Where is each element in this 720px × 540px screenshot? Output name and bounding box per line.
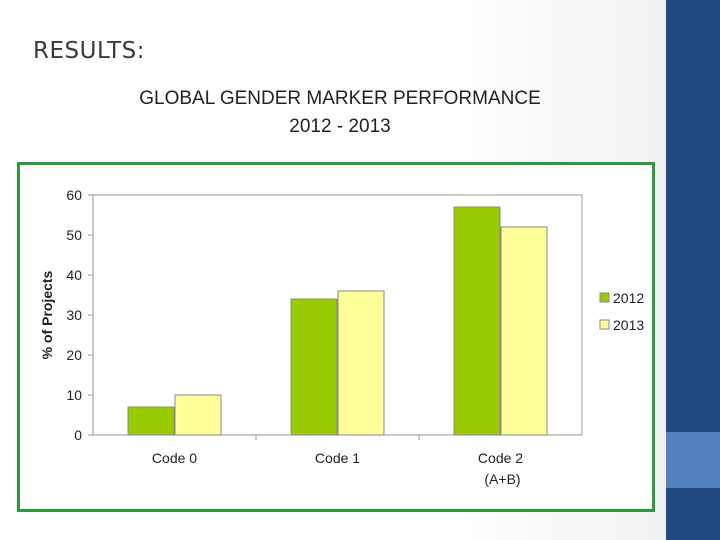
bar-2012-code-0 [127,406,175,436]
slide-heading: RESULTS: [33,38,145,64]
y-tick-label: 50 [66,227,82,243]
chart-title-line1: GLOBAL GENDER MARKER PERFORMANCE [139,88,541,109]
y-axis-title: % of Projects [39,270,55,359]
bar-chart: 0 10 20 30 40 50 60 % of Projects Code 0 Code 1 Co… [39,187,644,487]
labels-layer: 0 10 20 30 40 50 60 % of Projects Code 0 Code 1 Co… [39,187,523,487]
x-tick-label: Code 0 [152,450,197,466]
bars-layer [127,206,548,436]
bar-2013-code-1 [337,290,385,436]
y-tick-label: 0 [74,427,82,443]
legend-swatch-2013 [599,319,610,330]
chart-frame: 0 10 20 30 40 50 60 % of Projects Code 0 Code 1 Co… [17,162,655,512]
legend-swatch-2012 [599,292,610,303]
bar-2012-code-1 [290,298,338,436]
legend-label-2012: 2012 [613,290,644,306]
legend-label-2013: 2013 [613,317,644,333]
bar-2013-code-0 [174,394,222,436]
y-tick-label: 10 [66,387,82,403]
x-tick-label: Code 1 [315,450,360,466]
x-tick-label-line2: (A+B) [484,471,520,487]
y-tick-label: 40 [66,267,82,283]
bar-2013-code-2 [500,226,548,436]
side-decor-accent [666,432,720,488]
x-tick-label: Code 2 [478,450,523,466]
y-tick-label: 30 [66,307,82,323]
y-tick-label: 20 [66,347,82,363]
chart-title-line2: 2012 - 2013 [289,116,391,137]
legend-layer: 2012 2013 [599,290,644,333]
y-tick-label: 60 [66,187,82,203]
bar-2012-code-2 [453,206,501,436]
